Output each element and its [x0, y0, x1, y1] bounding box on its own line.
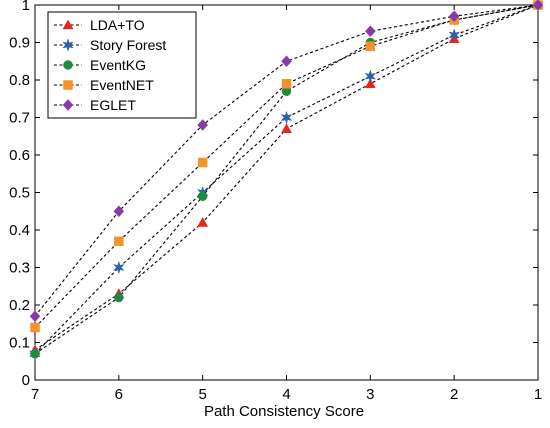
legend-label: EventNET	[90, 77, 154, 93]
x-tick-label: 1	[534, 386, 542, 403]
data-point-diamond	[29, 310, 41, 323]
data-point-star	[112, 260, 125, 275]
x-tick-label: 5	[198, 386, 206, 403]
legend-marker-star	[62, 38, 74, 52]
data-point-diamond	[113, 205, 125, 218]
data-point-diamond	[197, 119, 209, 131]
data-point-star	[364, 69, 377, 84]
x-tick-label: 2	[450, 386, 458, 403]
y-tick-label: 0.3	[9, 260, 30, 277]
legend-entry: EGLET	[54, 97, 136, 113]
legend-marker-circle	[63, 60, 73, 70]
y-tick-label: 0.1	[9, 335, 30, 352]
y-tick-label: 0.5	[9, 185, 30, 202]
x-axis-label: Path Consistency Score	[204, 403, 364, 420]
legend-label: Story Forest	[90, 37, 166, 53]
data-point-square	[114, 236, 124, 246]
y-tick-label: 0.4	[9, 222, 30, 239]
data-point-square	[197, 157, 208, 168]
legend-label: LDA+TO	[90, 17, 145, 33]
data-point-triangle	[364, 78, 376, 88]
x-tick-label: 3	[366, 386, 374, 403]
legend-marker-diamond	[62, 99, 74, 111]
y-tick-label: 1	[22, 0, 30, 14]
data-point-diamond	[281, 55, 292, 68]
legend-label: EventKG	[90, 57, 146, 73]
data-point-star	[448, 28, 461, 42]
legend-entry: LDA+TO	[54, 17, 145, 33]
axes: 7 6 5 4 3 2 1 0 0.1 0.2 0.3 0.4 0.5 0.6 0.7 0.8 0.9 1	[9, 0, 542, 403]
y-tick-label: 0	[22, 372, 30, 389]
data-point-circle	[30, 349, 40, 359]
legend-marker-square	[63, 80, 73, 90]
legend-marker-triangle	[62, 19, 74, 30]
y-tick-label: 0.9	[9, 35, 30, 52]
series-lines	[29, 0, 544, 361]
data-point-square	[281, 79, 292, 89]
series-eglet	[29, 0, 544, 323]
y-tick-label: 0.6	[9, 147, 30, 164]
data-point-circle	[114, 292, 124, 303]
y-tick-label: 0.7	[9, 110, 30, 127]
data-point-triangle	[197, 216, 209, 227]
data-point-triangle	[281, 123, 292, 133]
data-point-star	[280, 110, 293, 125]
y-tick-label: 0.8	[9, 72, 30, 89]
x-tick-label: 7	[31, 386, 39, 403]
data-point-diamond	[532, 0, 544, 11]
data-point-square	[30, 322, 40, 333]
data-point-diamond	[448, 10, 460, 23]
y-tick-label: 0.2	[9, 297, 30, 314]
x-tick-label: 4	[282, 386, 290, 403]
data-point-circle	[197, 191, 208, 201]
data-point-diamond	[364, 25, 376, 38]
x-tick-label: 6	[115, 386, 123, 403]
legend-entry: Story Forest	[54, 37, 166, 53]
legend-entry: EventKG	[54, 57, 146, 73]
legend-entry: EventNET	[54, 77, 154, 93]
legend: LDA+TO Story Forest EventKG EventNET EGLET	[47, 11, 197, 119]
data-point-square	[365, 41, 376, 51]
legend-label: EGLET	[90, 97, 136, 113]
